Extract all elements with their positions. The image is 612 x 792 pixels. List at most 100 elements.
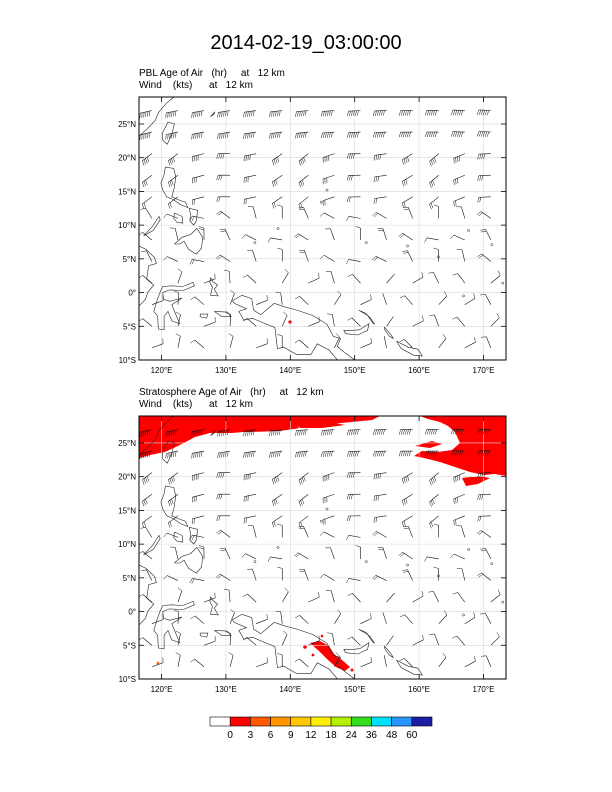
wind-barb bbox=[252, 206, 257, 219]
colorbar: 0 3 6 9 12 18 24 36 48 60 bbox=[209, 716, 433, 741]
wind-barb-feather bbox=[403, 252, 409, 254]
wind-barb-feather bbox=[219, 452, 221, 458]
wind-barb-feather bbox=[478, 212, 483, 217]
wind-barb-feather bbox=[331, 110, 333, 116]
y-tick-label: 25°N bbox=[118, 120, 136, 129]
wind-barb bbox=[203, 278, 216, 284]
wind-barb-feather bbox=[300, 159, 303, 165]
wind-barb-feather bbox=[355, 545, 361, 548]
wind-barb-feather bbox=[433, 204, 439, 207]
wind-barb-feather bbox=[243, 133, 245, 139]
wind-barb-feather bbox=[486, 429, 490, 435]
wind-barb-feather bbox=[346, 216, 349, 222]
wind-barb-feather bbox=[175, 132, 177, 138]
wind-barb-feather bbox=[442, 333, 447, 339]
wind-barb-feather bbox=[433, 157, 437, 163]
wind-barb-feather bbox=[478, 573, 484, 578]
wind-barb-feather bbox=[197, 111, 199, 117]
wind-barb-feather bbox=[253, 429, 255, 435]
wind-barb-feather bbox=[380, 132, 383, 138]
wind-barb-feather bbox=[474, 337, 476, 343]
wind-barb bbox=[461, 525, 466, 538]
wind-barb-feather bbox=[272, 522, 275, 528]
wind-barb-feather bbox=[193, 112, 195, 118]
wind-barb bbox=[177, 314, 181, 327]
wind-barb-feather bbox=[215, 573, 221, 578]
wind-barb-feather bbox=[378, 451, 381, 457]
wind-barb bbox=[383, 336, 387, 348]
wind-barb-feather bbox=[400, 234, 405, 238]
colorbar-label: 3 bbox=[248, 730, 254, 741]
wind-barb-feather bbox=[432, 477, 435, 483]
colorbar-label: 9 bbox=[288, 730, 294, 741]
wind-barb bbox=[308, 640, 320, 646]
wind-barb-feather bbox=[479, 473, 482, 479]
wind-barb-feather bbox=[225, 451, 227, 457]
wind-barb-feather bbox=[300, 500, 303, 506]
island bbox=[276, 227, 280, 230]
wind-barb bbox=[192, 215, 205, 219]
wind-barb-feather bbox=[298, 161, 302, 166]
wind-barb-feather bbox=[372, 575, 376, 580]
island bbox=[501, 281, 505, 285]
wind-barb bbox=[453, 234, 465, 241]
wind-barb-feather bbox=[403, 158, 406, 164]
wind-barb-feather bbox=[433, 523, 439, 526]
wind-barb-feather bbox=[325, 132, 327, 138]
wind-barb-feather bbox=[299, 208, 305, 211]
wind-barb bbox=[485, 548, 492, 560]
wind-barb-feather bbox=[452, 429, 456, 435]
wind-barb-feather bbox=[403, 499, 406, 505]
wind-barb-feather bbox=[283, 630, 288, 635]
wind-barb-feather bbox=[273, 451, 275, 458]
island bbox=[490, 562, 494, 566]
wind-barb bbox=[412, 595, 424, 603]
x-tick-label: 170°E bbox=[473, 685, 495, 694]
wind-barb-feather bbox=[353, 451, 355, 457]
wind-barb-feather bbox=[382, 110, 385, 116]
wind-barb bbox=[142, 196, 153, 205]
wind-barb-feather bbox=[382, 132, 385, 138]
wind-barb-feather bbox=[329, 429, 331, 435]
wind-barb-feather bbox=[142, 160, 145, 166]
wind-barb-feather bbox=[199, 111, 201, 117]
island bbox=[406, 244, 409, 248]
wind-barb bbox=[322, 196, 335, 201]
wind-barb-feather bbox=[405, 498, 408, 504]
wind-barb-feather bbox=[481, 549, 487, 552]
wind-barb-feather bbox=[480, 293, 486, 296]
wind-barb-feather bbox=[351, 429, 353, 436]
wind-barb-feather bbox=[172, 157, 176, 163]
wind-barb-feather bbox=[321, 132, 323, 139]
wind-barb-feather bbox=[403, 520, 406, 527]
coastline bbox=[139, 245, 157, 307]
wind-barb-feather bbox=[430, 500, 434, 506]
wind-barb-feather bbox=[223, 451, 225, 458]
coastline bbox=[209, 596, 219, 616]
coastline bbox=[199, 632, 209, 638]
wind-barb-feather bbox=[277, 566, 283, 569]
wind-barb bbox=[298, 174, 309, 183]
wind-barb-feather bbox=[301, 111, 303, 117]
wind-barb bbox=[478, 450, 491, 452]
coastline bbox=[161, 121, 175, 145]
wind-barb-feather bbox=[453, 498, 455, 505]
colorbar-swatch bbox=[391, 716, 413, 727]
wind-barb-feather bbox=[251, 132, 253, 138]
wind-barb bbox=[348, 578, 361, 581]
wind-barb-feather bbox=[444, 291, 448, 297]
x-tick-label: 170°E bbox=[473, 366, 495, 375]
wind-barb bbox=[203, 640, 216, 646]
colorbar-swatch bbox=[209, 716, 231, 727]
wind-barb-feather bbox=[217, 133, 219, 140]
wind-barb bbox=[382, 228, 387, 241]
wind-barb-feather bbox=[218, 153, 221, 159]
wind-barb-feather bbox=[171, 498, 174, 504]
wind-barb bbox=[438, 338, 447, 349]
colorbar-label: 12 bbox=[305, 730, 317, 741]
wind-barb bbox=[330, 547, 335, 560]
coastline bbox=[173, 212, 184, 224]
wind-barb bbox=[281, 634, 288, 646]
wind-barb-feather bbox=[173, 609, 179, 612]
wind-barb-feather bbox=[272, 479, 275, 485]
